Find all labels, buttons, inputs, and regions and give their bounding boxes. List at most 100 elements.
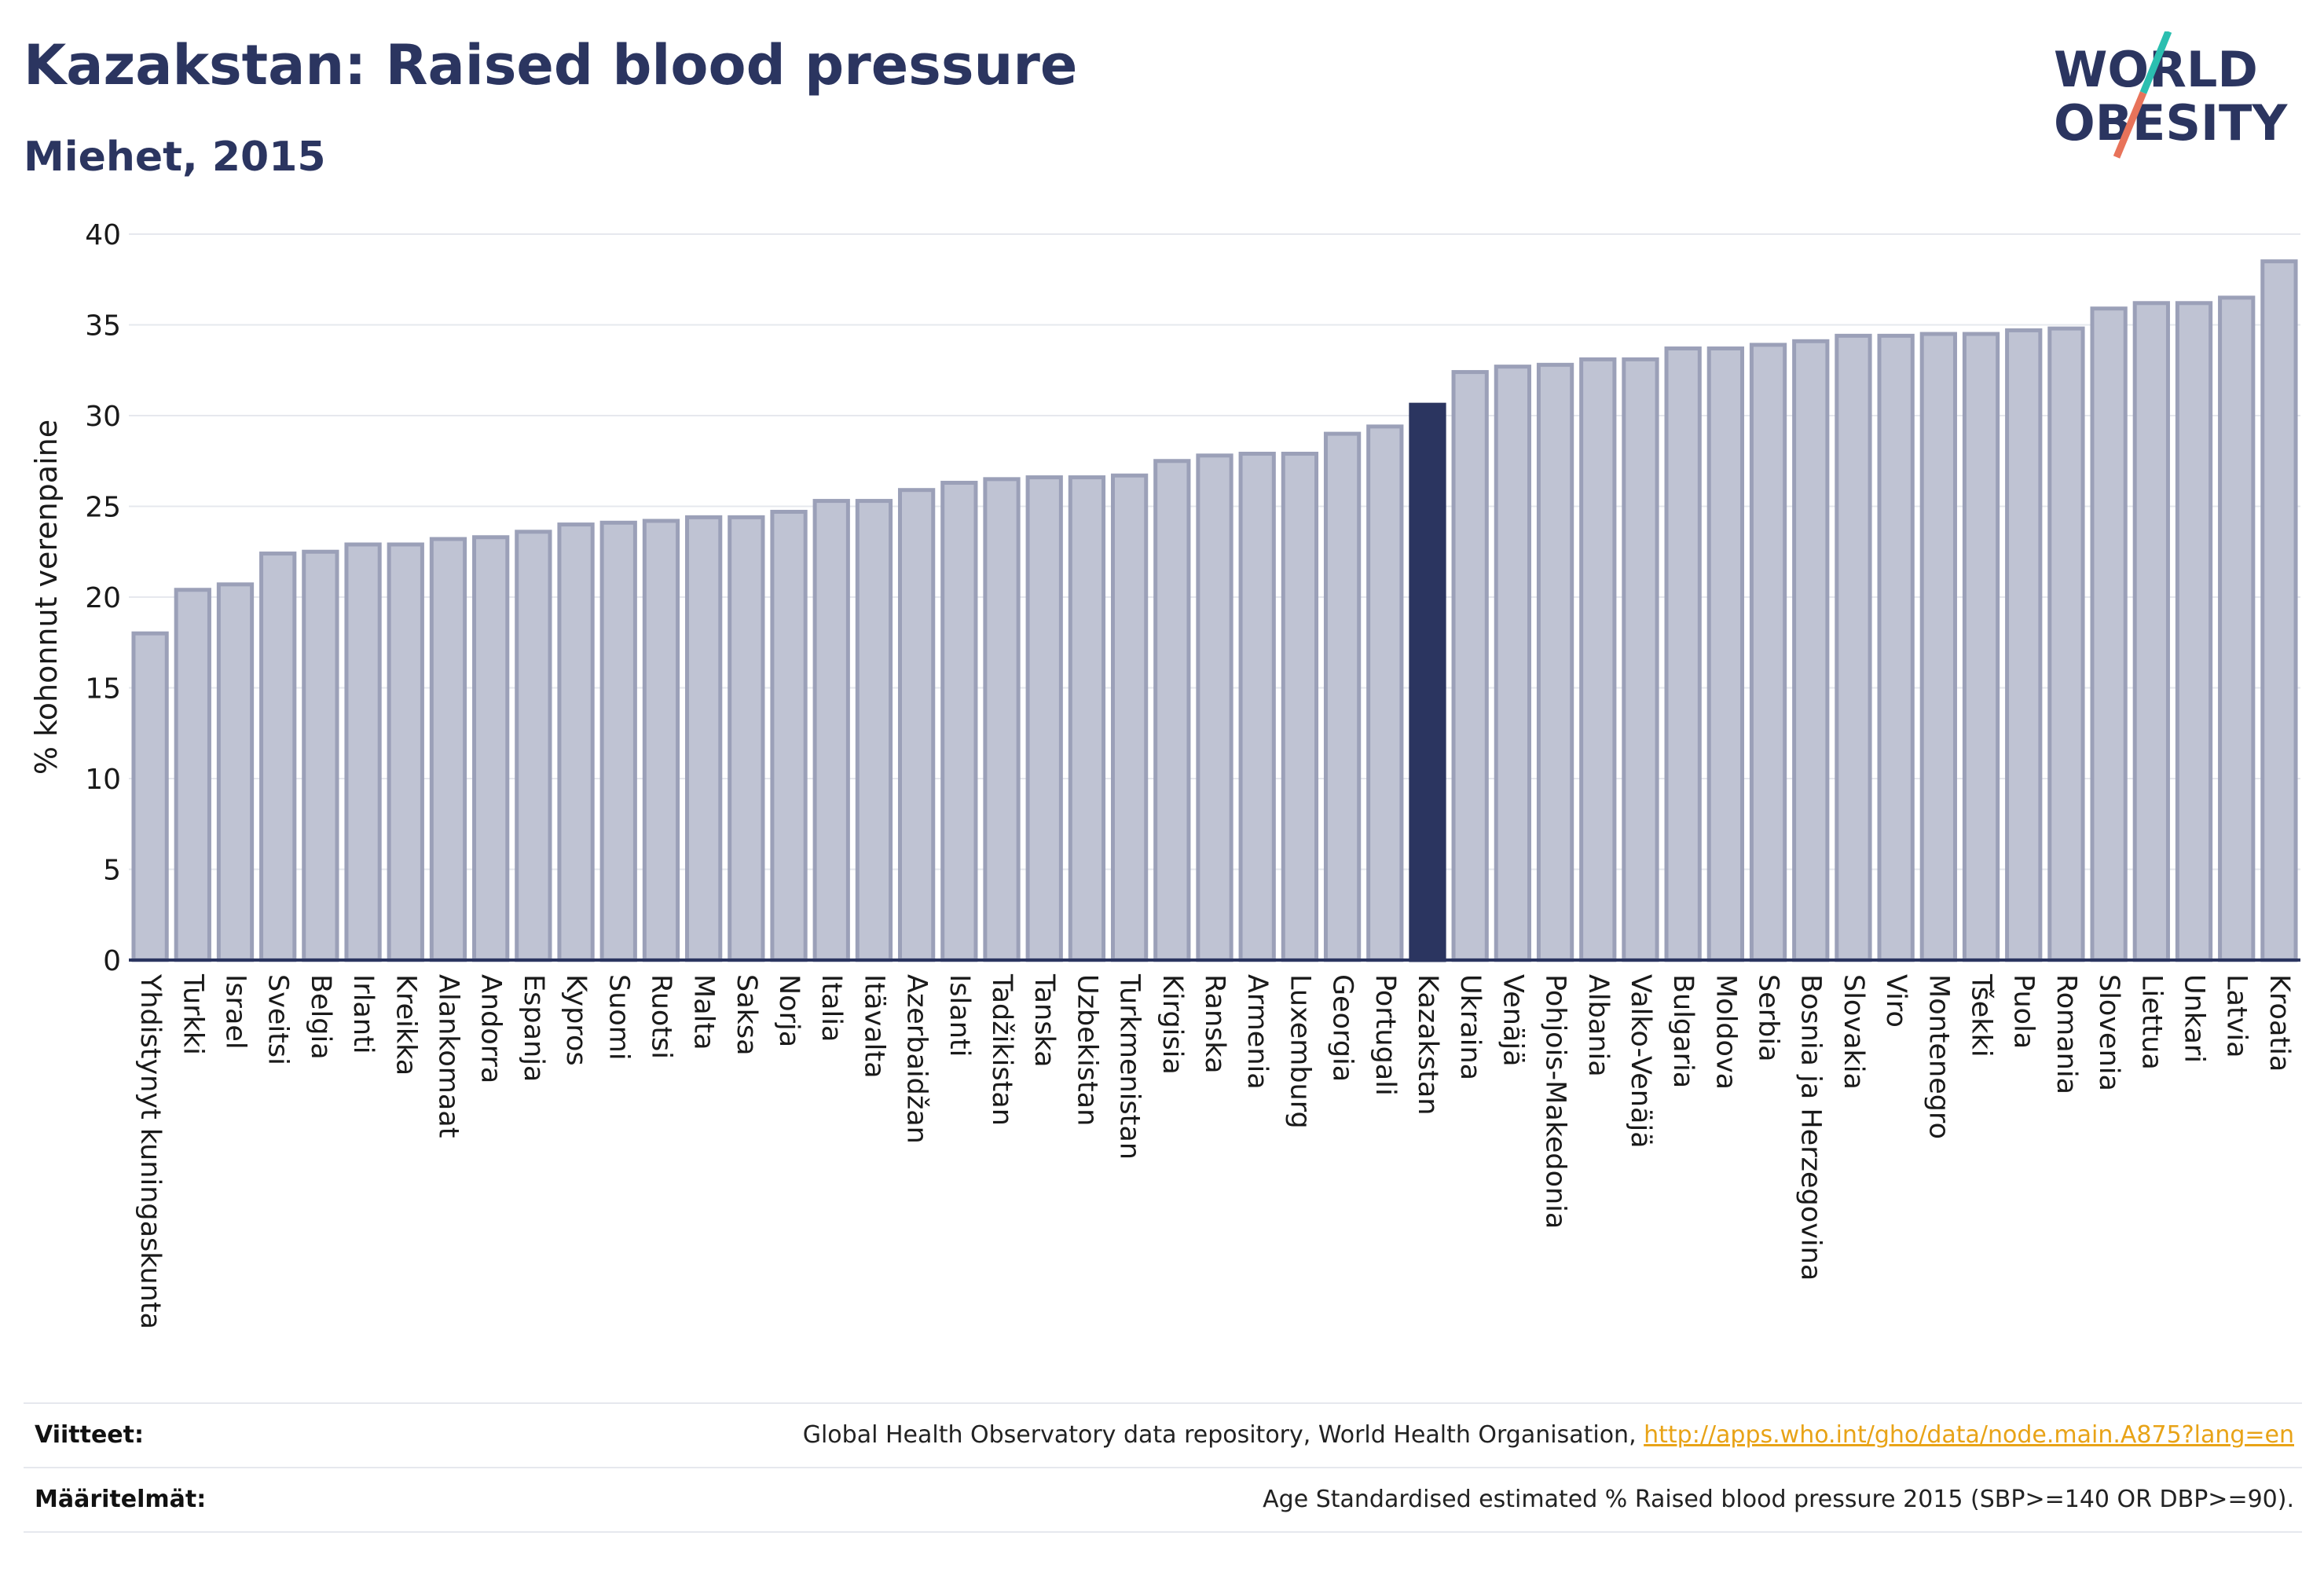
bar [259, 552, 297, 962]
x-tick-label: Slovenia [2093, 974, 2124, 1091]
x-axis-labels: Yhdistynyt kuningaskunta Turkki Israel Svei… [134, 973, 2295, 1329]
logo-slash-teal [2139, 31, 2172, 94]
x-tick-label: Alankomaat [432, 974, 464, 1138]
bar [1835, 333, 1872, 962]
references-value: Global Health Observatory data repositor… [803, 1421, 2294, 1449]
bar [1068, 475, 1106, 962]
x-tick-label: Bulgaria [1667, 974, 1699, 1088]
references-text: Global Health Observatory data repositor… [802, 1421, 1644, 1449]
bar [1153, 459, 1191, 962]
logo-slash-coral [2113, 91, 2147, 159]
x-tick-label: Belgia [305, 974, 336, 1060]
x-tick-label: Saksa [731, 974, 762, 1056]
bar [855, 499, 893, 962]
y-tick-label: 35 [85, 310, 121, 343]
x-tick-label: Georgia [1327, 974, 1358, 1082]
references-label: Viitteet: [35, 1421, 144, 1449]
bar-chart: 0 5 10 15 20 25 30 35 40 Yhdistynyt kuningaskunt… [29, 219, 2300, 1329]
x-tick-label: Venäjä [1497, 974, 1528, 1067]
y-tick-label: 15 [85, 673, 121, 706]
x-tick-label: Slovakia [1838, 974, 1869, 1090]
bar [557, 522, 595, 962]
bar [897, 488, 936, 962]
x-tick-label: Kreikka [390, 974, 421, 1076]
bar [2260, 259, 2298, 962]
chart-title: Kazakstan: Raised blood pressure [24, 33, 1078, 97]
x-tick-label: Armenia [1241, 974, 1273, 1090]
bar-highlight [1409, 402, 1446, 962]
x-tick-label: Ukraina [1454, 974, 1486, 1080]
x-tick-label: Moldova [1710, 974, 1741, 1090]
bar [387, 542, 424, 962]
x-tick-label: Andorra [475, 974, 507, 1083]
bar [685, 515, 723, 962]
bar [1706, 346, 1744, 962]
x-tick-label: Puola [2008, 974, 2040, 1049]
x-tick-label: Islanti [944, 974, 975, 1057]
bar [344, 542, 382, 962]
footer: Viitteet: Global Health Observatory data… [24, 1402, 2302, 1544]
x-tick-label: Espanja [518, 974, 549, 1082]
x-tick-label: Kazakstan [1412, 974, 1443, 1115]
bar [1494, 365, 1532, 962]
bar [174, 588, 211, 962]
bar [812, 499, 850, 962]
x-tick-label: Yhdistynyt kuningaskunta [134, 973, 166, 1329]
world-obesity-logo: WORLD OBESITY [2054, 31, 2288, 159]
y-axis-label: % kohonnut verenpaine [29, 420, 64, 775]
y-tick-label: 30 [85, 401, 121, 433]
bar [642, 519, 680, 962]
bar [2132, 301, 2170, 962]
x-tick-label: Kirgisia [1157, 974, 1188, 1075]
y-axis-ticks: 0 5 10 15 20 25 30 35 40 [85, 219, 121, 977]
x-tick-label: Israel [219, 974, 251, 1050]
bar [1025, 475, 1063, 962]
x-tick-label: Ranska [1199, 974, 1230, 1074]
x-tick-label: Norja [773, 974, 805, 1047]
bar [2005, 328, 2043, 962]
bar [1749, 343, 1787, 962]
bar [1877, 333, 1915, 962]
footer-bottom-rule [24, 1531, 2302, 1533]
x-tick-label: Unkari [2179, 974, 2210, 1063]
x-tick-label: Latvia [2221, 974, 2253, 1058]
x-tick-label: Italia [816, 974, 847, 1042]
bar [1196, 453, 1233, 962]
bar [770, 509, 808, 962]
x-tick-label: Liettua [2135, 974, 2167, 1070]
bar [1622, 357, 1659, 962]
x-tick-label: Malta [688, 974, 720, 1050]
bar [2175, 301, 2213, 962]
definitions-value: Age Standardised estimated % Raised bloo… [1263, 1486, 2294, 1513]
x-tick-label: Turkki [177, 973, 208, 1055]
bar [515, 530, 552, 962]
x-tick-label: Portugali [1369, 974, 1401, 1096]
bar [728, 515, 765, 962]
x-tick-label: Luxemburg [1284, 974, 1315, 1129]
y-tick-label: 0 [103, 945, 121, 977]
bar [1366, 424, 1404, 962]
bar [983, 477, 1021, 962]
x-tick-label: Tanska [1028, 973, 1060, 1068]
references-row: Viitteet: Global Health Observatory data… [24, 1402, 2302, 1467]
x-tick-label: Valko-Venäjä [1625, 974, 1656, 1149]
references-link[interactable]: http://apps.who.int/gho/data/node.main.A… [1644, 1421, 2294, 1449]
bar [1579, 357, 1617, 962]
x-tick-label: Kroatia [2264, 974, 2295, 1072]
x-tick-label: Azerbaidžan [901, 974, 933, 1144]
logo-text-line2: OBESITY [2054, 94, 2288, 152]
bar [1323, 431, 1362, 962]
bar [2047, 326, 2085, 962]
definitions-row: Määritelmät: Age Standardised estimated … [24, 1467, 2302, 1531]
bar [2218, 295, 2256, 962]
x-tick-label: Tadžikistan [986, 973, 1017, 1126]
bar [131, 631, 169, 962]
y-tick-label: 5 [103, 855, 121, 887]
bar [1792, 339, 1830, 962]
bar [940, 480, 978, 962]
bar [1536, 362, 1574, 962]
x-tick-label: Ruotsi [645, 974, 676, 1059]
y-tick-label: 20 [85, 582, 121, 614]
x-tick-label: Itävalta [858, 974, 889, 1079]
bar [1238, 452, 1276, 962]
